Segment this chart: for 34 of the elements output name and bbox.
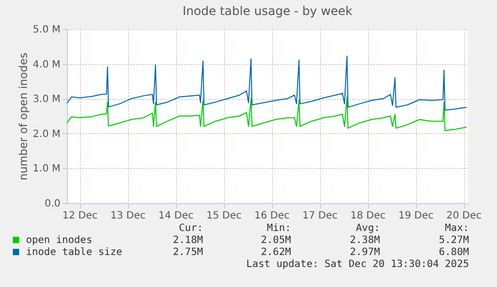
- x-tick-label: 18 Dec: [350, 210, 386, 222]
- y-tick-label: 3.0 M: [32, 94, 60, 106]
- x-tick-label: 14 Dec: [158, 210, 194, 222]
- x-tick-label: 13 Dec: [110, 210, 146, 222]
- text: 5.27M: [438, 235, 469, 246]
- legend-label: inode table size: [26, 247, 122, 258]
- y-axis-title: number of open inodes: [16, 52, 30, 180]
- chart-title: Inode table usage - by week: [182, 4, 352, 18]
- text: Min:: [266, 223, 291, 234]
- text: 6.80M: [438, 247, 469, 258]
- text: Avg:: [356, 223, 380, 234]
- text: Last update: Sat Dec 20 13:30:04 2025: [246, 259, 469, 270]
- x-tick-label: 12 Dec: [62, 210, 98, 222]
- x-tick-label: 16 Dec: [254, 210, 290, 222]
- text: 2.75M: [172, 247, 203, 258]
- x-tick-label: 19 Dec: [398, 210, 434, 222]
- text: 2.97M: [350, 247, 380, 258]
- text: 2.05M: [260, 235, 291, 246]
- text: 2.38M: [350, 235, 380, 246]
- y-tick-label: 4.0 M: [32, 59, 60, 70]
- text: Max:: [444, 223, 469, 234]
- x-tick-label: 20 Dec: [446, 210, 482, 222]
- y-tick-label: 5.0 M: [32, 24, 60, 36]
- text: Cur:: [178, 223, 203, 234]
- y-tick-label: 2.0 M: [32, 128, 60, 140]
- line-series: [66, 56, 467, 111]
- text: 2.62M: [260, 247, 291, 258]
- text: 2.18M: [172, 235, 203, 246]
- legend-label: open inodes: [26, 235, 92, 246]
- line-series: [66, 96, 467, 132]
- x-tick-label: 17 Dec: [302, 210, 338, 222]
- y-tick-label: 0.0: [44, 198, 60, 210]
- x-tick-label: 15 Dec: [206, 210, 242, 222]
- y-tick-label: 1.0 M: [32, 164, 60, 175]
